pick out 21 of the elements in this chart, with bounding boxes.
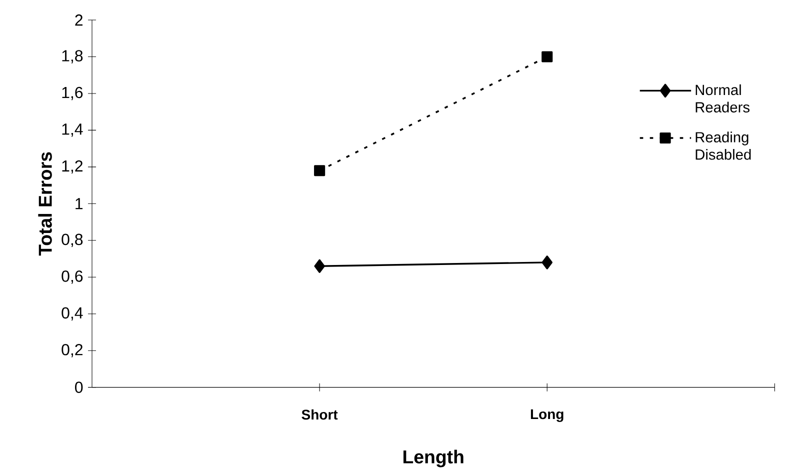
y-tick-label: 1,2 [62, 160, 82, 174]
y-tick-label: 2 [75, 14, 82, 26]
point [314, 165, 326, 176]
y-tick-label: 0,6 [62, 270, 83, 284]
point [542, 256, 552, 270]
legend-label: Reading Disabled [696, 132, 751, 160]
x-tick-label: Short [302, 409, 338, 420]
y-tick-label: 1,6 [62, 86, 83, 100]
y-tick-label: 1,4 [62, 124, 83, 137]
y-tick-label: 0 [75, 382, 83, 393]
y-axis-title: Total Errors [38, 152, 52, 256]
x-axis-title: Length [403, 450, 464, 468]
y-tick-label: 1,8 [62, 50, 83, 64]
point [314, 259, 325, 273]
point [542, 51, 553, 62]
legend-label: Normal Readers [696, 84, 750, 112]
x-tick-label: Long [530, 409, 564, 422]
y-tick-label: 1 [76, 198, 83, 210]
y-tick-label: 0,4 [62, 307, 83, 320]
y-tick-label: 0,8 [62, 234, 83, 247]
y-tick-label: 0,2 [62, 344, 82, 358]
